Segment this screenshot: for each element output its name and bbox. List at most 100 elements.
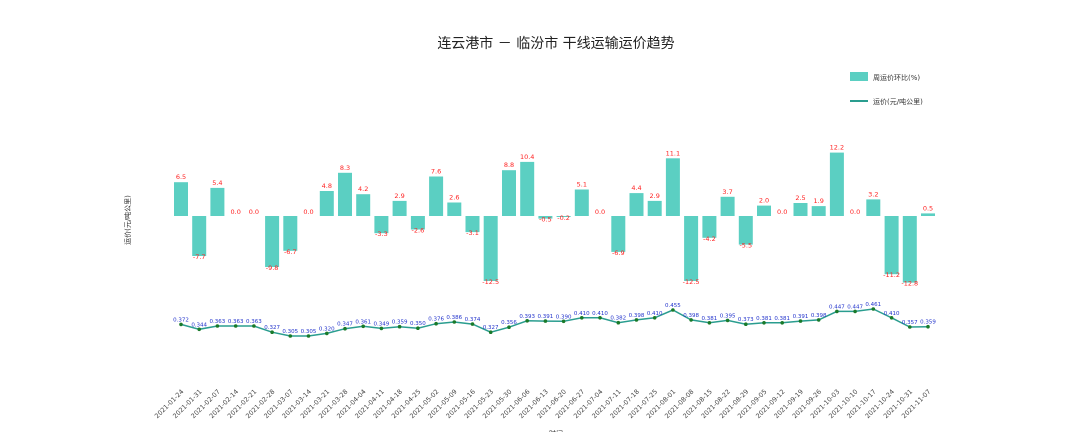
bar-value-label: -12.5 bbox=[482, 278, 499, 286]
bar-2021-08-15 bbox=[702, 216, 717, 238]
bar-2021-10-24 bbox=[884, 216, 899, 275]
price-point bbox=[434, 321, 438, 326]
bar-2021-03-07 bbox=[283, 216, 298, 251]
price-value-label: 0.381 bbox=[756, 316, 772, 322]
price-value-label: 0.390 bbox=[556, 314, 572, 320]
price-point bbox=[325, 331, 329, 336]
price-value-label: 0.410 bbox=[647, 311, 663, 317]
price-value-label: 0.382 bbox=[610, 316, 626, 322]
bar-2021-08-29 bbox=[738, 216, 753, 245]
price-value-label: 0.381 bbox=[774, 316, 790, 322]
bar-2021-11-07 bbox=[921, 213, 935, 216]
price-value-label: 0.359 bbox=[920, 320, 936, 326]
price-point bbox=[671, 308, 675, 312]
bar-value-label: -0.2 bbox=[557, 214, 570, 222]
bar-2021-05-09 bbox=[447, 202, 462, 216]
price-value-label: 0.393 bbox=[519, 314, 535, 320]
x-axis-label: 时间 bbox=[549, 429, 563, 432]
price-point bbox=[580, 316, 584, 320]
bar-value-label: -6.7 bbox=[284, 248, 297, 256]
bar-value-label: 8.3 bbox=[340, 164, 350, 172]
price-value-label: 0.410 bbox=[592, 311, 608, 317]
price-value-label: 0.410 bbox=[574, 311, 590, 317]
bar-2021-08-01 bbox=[665, 158, 680, 216]
bar-2021-06-20 bbox=[556, 216, 571, 217]
price-line bbox=[180, 308, 929, 337]
chart-title: 连云港市 － 临汾市 干线运输运价趋势 bbox=[437, 35, 674, 52]
price-point bbox=[725, 318, 730, 323]
price-point bbox=[397, 324, 402, 329]
price-point bbox=[179, 322, 183, 327]
bar-value-label: -3.1 bbox=[466, 229, 479, 237]
bar-value-label: 2.9 bbox=[650, 192, 660, 200]
bar-2021-05-23 bbox=[483, 216, 498, 281]
price-value-label: 0.391 bbox=[793, 314, 809, 320]
price-value-label: 0.363 bbox=[210, 319, 226, 325]
bar-value-label: -5.5 bbox=[739, 242, 752, 250]
legend-bar-swatch bbox=[850, 72, 868, 81]
price-value-label: 0.376 bbox=[428, 317, 444, 323]
price-value-label: 0.327 bbox=[264, 325, 280, 331]
price-point bbox=[416, 326, 420, 331]
bar-value-label: 4.8 bbox=[322, 182, 332, 190]
price-point bbox=[762, 321, 766, 325]
price-value-label: 0.305 bbox=[301, 329, 317, 335]
price-value-label: 0.320 bbox=[319, 326, 335, 332]
bar-2021-02-28 bbox=[265, 216, 280, 267]
price-point bbox=[634, 318, 639, 322]
price-value-label: 0.357 bbox=[902, 320, 918, 326]
price-value-label: 0.363 bbox=[228, 319, 244, 325]
bar-value-label: 11.1 bbox=[666, 149, 680, 157]
bar-2021-09-05 bbox=[757, 205, 771, 216]
price-point bbox=[488, 330, 493, 335]
bar-value-label: 0.0 bbox=[850, 208, 860, 216]
price-value-label: 0.398 bbox=[811, 313, 827, 319]
bar-2021-04-11 bbox=[374, 216, 389, 234]
x-tick-labels: 2021-01-242021-01-312021-02-072021-02-14… bbox=[153, 388, 932, 420]
price-point bbox=[853, 309, 857, 314]
bar-value-label: 3.7 bbox=[722, 188, 732, 196]
bar-2021-06-06 bbox=[520, 161, 535, 216]
bar-2021-02-07 bbox=[210, 187, 225, 216]
price-point bbox=[707, 321, 712, 325]
bar-value-label: 2.9 bbox=[394, 192, 404, 200]
price-value-label: 0.373 bbox=[738, 317, 754, 323]
price-value-label: 0.447 bbox=[847, 304, 863, 310]
bar-2021-08-22 bbox=[720, 196, 735, 216]
bar-2021-07-25 bbox=[647, 200, 662, 216]
bar-value-label: 0.0 bbox=[303, 208, 313, 216]
bar-value-label: 0.0 bbox=[231, 208, 241, 216]
price-value-label: 0.447 bbox=[829, 304, 845, 310]
price-value-label: 0.374 bbox=[465, 317, 481, 323]
price-value-label: 0.356 bbox=[501, 320, 517, 326]
bar-2021-06-13 bbox=[538, 216, 553, 219]
legend-line-label: 运价(元/吨公里) bbox=[873, 97, 923, 106]
bar-value-label: 5.4 bbox=[212, 179, 222, 187]
price-value-label: 0.372 bbox=[173, 317, 189, 323]
bar-value-label: -11.2 bbox=[883, 271, 900, 279]
bar-value-label: 8.8 bbox=[504, 161, 514, 169]
bar-value-label: 6.5 bbox=[176, 173, 186, 181]
bar-value-label: 0.0 bbox=[777, 208, 787, 216]
price-value-label: 0.410 bbox=[884, 311, 900, 317]
legend-bar-label: 周运价环比(%) bbox=[873, 73, 920, 82]
bar-2021-03-28 bbox=[338, 172, 352, 216]
price-point bbox=[543, 319, 548, 323]
bar-value-label: -2.6 bbox=[412, 227, 425, 235]
bar-2021-03-21 bbox=[319, 191, 334, 216]
bar-2021-05-16 bbox=[465, 216, 480, 233]
bar-value-label: 0.0 bbox=[249, 208, 259, 216]
bar-value-label: 2.6 bbox=[449, 194, 459, 202]
price-point bbox=[252, 324, 256, 328]
price-value-label: 0.395 bbox=[720, 313, 736, 319]
price-point bbox=[470, 322, 475, 326]
price-point bbox=[525, 319, 529, 323]
bar-value-label: -4.2 bbox=[703, 235, 716, 243]
bar-value-label: 2.0 bbox=[759, 197, 769, 205]
price-point bbox=[744, 322, 748, 327]
price-point bbox=[452, 320, 457, 324]
price-value-label: 0.391 bbox=[538, 314, 554, 320]
price-point bbox=[306, 334, 311, 338]
